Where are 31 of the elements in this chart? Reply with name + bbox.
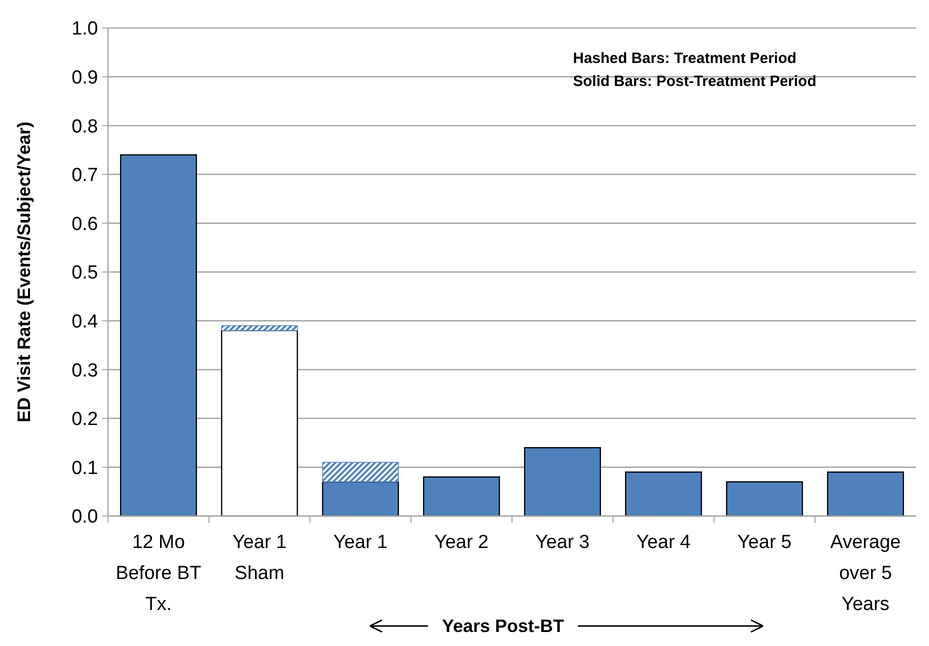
bar (524, 447, 601, 517)
bar (221, 325, 298, 331)
x-tick-label: Year 1 (333, 532, 388, 553)
y-tick-label: 0.1 (72, 458, 98, 479)
x-tick-label: Average over 5 Years (830, 532, 901, 615)
bar (827, 471, 904, 517)
x-tick-label: 12 Mo Before BT Tx. (116, 532, 202, 615)
y-tick-label: 0.6 (72, 214, 98, 235)
y-tick-label: 0.4 (72, 311, 98, 332)
y-tick-label: 0.5 (72, 262, 98, 284)
x-tick-label: Year 4 (636, 532, 692, 553)
y-tick-label: 0.9 (72, 67, 98, 88)
x-tick-label: Year 5 (737, 532, 792, 553)
x-tick-label: Year 2 (434, 532, 489, 553)
x-tick-label: Year 3 (535, 532, 590, 553)
text: Years Post-BT (442, 616, 564, 636)
y-tick-label: 0.3 (72, 360, 98, 382)
bar (625, 471, 702, 517)
y-axis-title: ED Visit Rate (Events/Subject/Year) (14, 122, 34, 422)
y-tick-label: 1.0 (72, 18, 98, 40)
bar (726, 481, 803, 517)
y-tick-label: 0.7 (72, 165, 98, 186)
y-tick-label: 0.0 (72, 506, 98, 528)
annotation: Solid Bars: Post-Treatment Period (573, 73, 816, 90)
x-tick-label: Year 1 Sham (232, 532, 287, 584)
annotation: Hashed Bars: Treatment Period (573, 50, 796, 67)
bar (120, 154, 197, 517)
bar (423, 476, 500, 517)
y-tick-label: 0.8 (72, 116, 98, 138)
bar (221, 330, 298, 517)
y-tick-label: 0.2 (72, 409, 98, 430)
